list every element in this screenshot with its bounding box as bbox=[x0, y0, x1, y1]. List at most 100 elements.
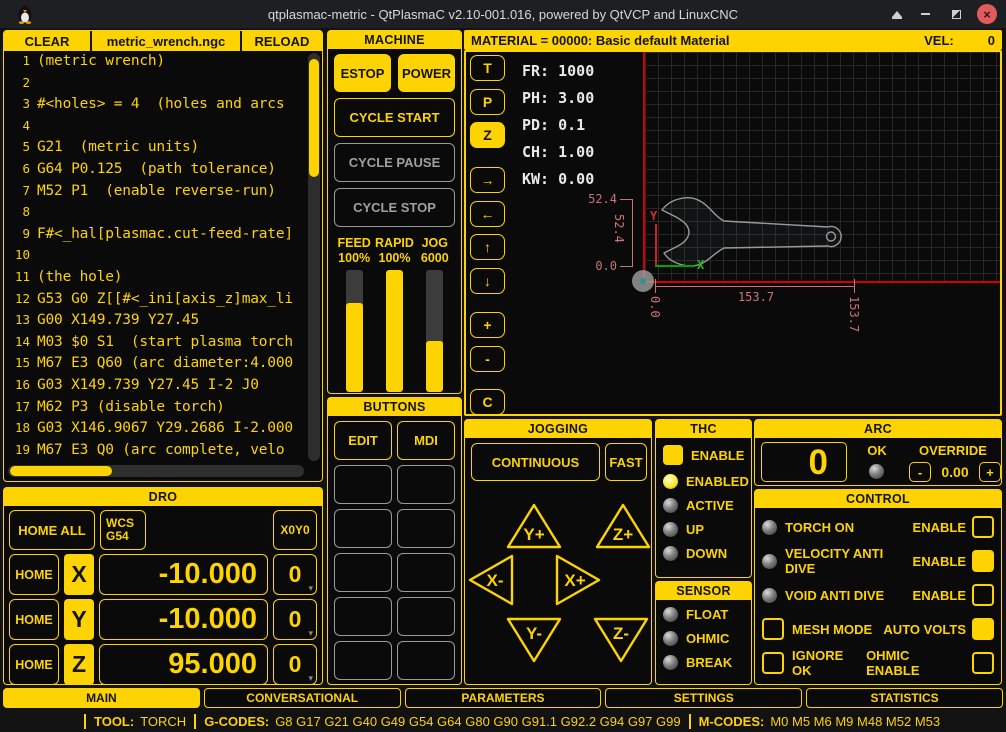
cycle-stop-button[interactable]: CYCLE STOP bbox=[334, 188, 455, 227]
zoom-out-button[interactable]: - bbox=[470, 346, 505, 372]
gcode-line[interactable]: 13 G00 X149.739 Y27.45 bbox=[6, 312, 306, 334]
tab-main[interactable]: MAIN bbox=[3, 688, 200, 708]
gcode-line[interactable]: 14 M03 $0 S1 (start plasma torch bbox=[6, 334, 306, 356]
pan-up-button[interactable]: ↑ bbox=[470, 234, 505, 260]
close-icon[interactable]: × bbox=[977, 4, 997, 24]
void-enable-checkbox[interactable] bbox=[972, 584, 994, 606]
home-z-button[interactable]: HOME bbox=[9, 644, 59, 685]
ohmic-enable-checkbox[interactable] bbox=[972, 652, 994, 674]
scrollbar-thumb[interactable] bbox=[309, 59, 319, 177]
clear-button[interactable]: CLEAR bbox=[24, 33, 70, 49]
jog-mode-continuous-button[interactable]: CONTINUOUS bbox=[471, 443, 600, 481]
torch-enable-checkbox[interactable] bbox=[972, 516, 994, 538]
auto-volts-checkbox[interactable] bbox=[972, 618, 994, 640]
material-selector[interactable]: MATERIAL = 00000: Basic default Material bbox=[471, 32, 730, 48]
jog-y-minus-button[interactable]: Y- bbox=[504, 615, 564, 665]
rapid-value: 100% bbox=[378, 251, 411, 265]
jog-z-plus-button[interactable]: Z+ bbox=[593, 501, 653, 551]
user-button-empty[interactable] bbox=[397, 465, 455, 504]
restore-icon[interactable] bbox=[948, 7, 964, 21]
jog-z-minus-button[interactable]: Z- bbox=[591, 615, 651, 665]
gcode-vertical-scrollbar[interactable] bbox=[308, 53, 320, 461]
pan-right-button[interactable]: → bbox=[470, 167, 505, 193]
velocity-enable-checkbox[interactable] bbox=[972, 550, 994, 572]
cycle-start-button[interactable]: CYCLE START bbox=[334, 98, 455, 137]
zero-z-dropdown[interactable]: 0 ▾ bbox=[273, 644, 317, 685]
gcode-line[interactable]: 2 bbox=[6, 75, 306, 97]
shade-icon[interactable] bbox=[889, 7, 905, 21]
user-button-empty[interactable] bbox=[334, 509, 392, 548]
user-button-mdi[interactable]: MDI bbox=[397, 421, 455, 460]
home-y-button[interactable]: HOME bbox=[9, 599, 59, 640]
user-button-empty[interactable] bbox=[334, 553, 392, 592]
gcode-line[interactable]: 11 (the hole) bbox=[6, 269, 306, 291]
ignore-ok-checkbox[interactable] bbox=[762, 652, 784, 674]
rapid-slider[interactable] bbox=[385, 270, 403, 392]
home-all-button[interactable]: HOME ALL bbox=[9, 510, 95, 550]
pan-down-button[interactable]: ↓ bbox=[470, 268, 505, 294]
gcode-line[interactable]: 3 #<holes> = 4 (holes and arcs bbox=[6, 96, 306, 118]
tab-parameters[interactable]: PARAMETERS bbox=[404, 688, 602, 708]
view-p-button[interactable]: P bbox=[470, 89, 505, 115]
user-button-empty[interactable] bbox=[334, 465, 392, 504]
gcode-line[interactable]: 19 M67 E3 Q0 (arc complete, velo bbox=[6, 442, 306, 461]
scrollbar-thumb[interactable] bbox=[10, 466, 112, 476]
gcode-line[interactable]: 10 bbox=[6, 247, 306, 269]
clear-view-button[interactable]: C bbox=[470, 389, 505, 414]
minimize-icon[interactable] bbox=[917, 7, 933, 21]
user-button-empty[interactable] bbox=[397, 553, 455, 592]
jog-x-minus-button[interactable]: X- bbox=[466, 551, 516, 609]
override-minus-button[interactable]: - bbox=[909, 462, 931, 482]
gcode-line[interactable]: 18 G03 X146.9067 Y29.2686 I-2.000 bbox=[6, 420, 306, 442]
gcode-line[interactable]: 17 M62 P3 (disable torch) bbox=[6, 399, 306, 421]
feed-slider[interactable] bbox=[345, 270, 363, 392]
view-top-button[interactable]: T bbox=[470, 55, 505, 81]
zero-y-dropdown[interactable]: 0 ▾ bbox=[273, 599, 317, 640]
override-plus-button[interactable]: + bbox=[979, 462, 1001, 482]
gcode-line[interactable]: 16 G03 X149.739 Y27.45 I-2 J0 bbox=[6, 377, 306, 399]
estop-button[interactable]: ESTOP bbox=[334, 54, 391, 92]
wcs-button[interactable]: WCS G54 bbox=[100, 510, 146, 550]
home-x-button[interactable]: HOME bbox=[9, 554, 59, 595]
gcode-line[interactable]: 7 M52 P1 (enable reverse-run) bbox=[6, 183, 306, 205]
axis-y-button[interactable]: Y bbox=[64, 599, 94, 640]
gcode-line[interactable]: 8 bbox=[6, 204, 306, 226]
x0y0-button[interactable]: X0Y0 bbox=[273, 510, 317, 550]
user-button-edit[interactable]: EDIT bbox=[334, 421, 392, 460]
zero-x-dropdown[interactable]: 0 ▾ bbox=[273, 554, 317, 595]
axis-x-button[interactable]: X bbox=[64, 554, 94, 595]
jog-x-plus-button[interactable]: X+ bbox=[553, 551, 603, 609]
gcode-line[interactable]: 5 G21 (metric units) bbox=[6, 139, 306, 161]
tab-statistics[interactable]: STATISTICS bbox=[806, 688, 1003, 708]
pan-left-button[interactable]: ← bbox=[470, 201, 505, 227]
gcode-listing[interactable]: 1 (metric wrench) 2 3 #<holes> = 4 (holes an… bbox=[6, 53, 306, 461]
mesh-mode-checkbox[interactable] bbox=[762, 618, 784, 640]
gcode-line[interactable]: 1 (metric wrench) bbox=[6, 53, 306, 75]
zoom-in-button[interactable]: + bbox=[470, 312, 505, 338]
user-button-empty[interactable] bbox=[397, 509, 455, 548]
tab-conversational[interactable]: CONVERSATIONAL bbox=[203, 688, 401, 708]
preview-panel[interactable]: 52.4 0.0 52.4 153.7 0.0 153.7 Y X FR: 10… bbox=[464, 50, 1002, 416]
jog-fast-button[interactable]: FAST bbox=[605, 443, 647, 481]
gcode-line[interactable]: 12 G53 G0 Z[[#<_ini[axis_z]max_li bbox=[6, 291, 306, 313]
gcode-line[interactable]: 15 M67 E3 Q60 (arc diameter:4.000 bbox=[6, 355, 306, 377]
view-z-button[interactable]: Z bbox=[470, 122, 505, 148]
loaded-file-name[interactable]: metric_wrench.ngc bbox=[106, 33, 226, 49]
reload-button[interactable]: RELOAD bbox=[254, 33, 310, 49]
gcode-horizontal-scrollbar[interactable] bbox=[8, 465, 304, 477]
jog-slider[interactable] bbox=[426, 270, 444, 392]
cycle-pause-button[interactable]: CYCLE PAUSE bbox=[334, 143, 455, 182]
ohmic-enable-label: OHMIC ENABLE bbox=[866, 648, 920, 678]
user-button-empty[interactable] bbox=[397, 597, 455, 636]
thc-enable-checkbox[interactable] bbox=[663, 445, 683, 465]
user-button-empty[interactable] bbox=[397, 641, 455, 680]
power-button[interactable]: POWER bbox=[398, 54, 455, 92]
axis-z-button[interactable]: Z bbox=[64, 644, 94, 685]
user-button-empty[interactable] bbox=[334, 597, 392, 636]
gcode-line[interactable]: 9 F#<_hal[plasmac.cut-feed-rate] bbox=[6, 226, 306, 248]
gcode-line[interactable]: 4 bbox=[6, 118, 306, 140]
gcode-line[interactable]: 6 G64 P0.125 (path tolerance) bbox=[6, 161, 306, 183]
user-button-empty[interactable] bbox=[334, 641, 392, 680]
tab-settings[interactable]: SETTINGS bbox=[605, 688, 803, 708]
jog-y-plus-button[interactable]: Y+ bbox=[504, 501, 564, 551]
